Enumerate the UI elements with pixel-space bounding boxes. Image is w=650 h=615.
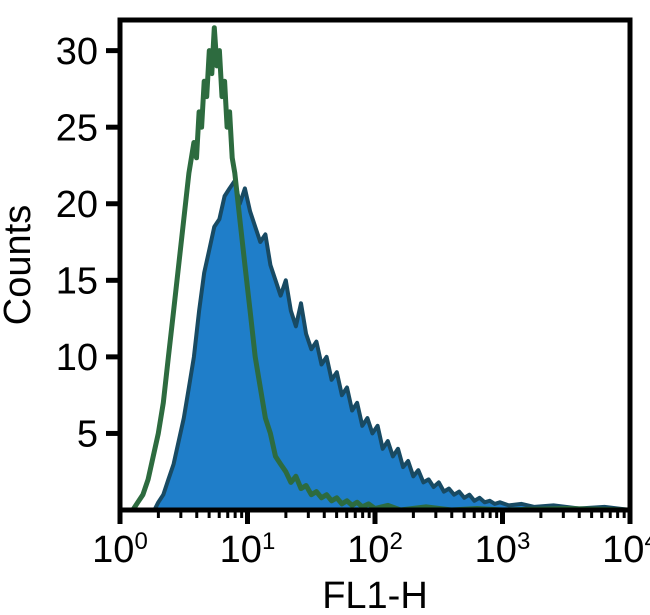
y-tick-label: 30 <box>56 31 98 73</box>
x-tick-label: 104 <box>602 528 650 572</box>
x-tick-label: 103 <box>475 528 531 572</box>
series-filled-fill <box>154 181 630 510</box>
y-tick-label: 10 <box>56 337 98 379</box>
y-tick-label: 20 <box>56 184 98 226</box>
y-axis-label: Counts <box>0 205 39 325</box>
flow-cytometry-chart: 100 101 102 103 104 5 10 15 20 25 30 FL1-H Counts <box>0 0 650 615</box>
y-tick-label: 25 <box>56 107 98 149</box>
x-axis-label: FL1-H <box>322 575 428 615</box>
chart-svg: 100 101 102 103 104 5 10 15 20 25 30 FL1-H Counts <box>0 0 650 615</box>
x-tick-label: 101 <box>220 528 276 572</box>
y-tick-label: 5 <box>77 414 98 456</box>
y-tick-label: 15 <box>56 261 98 303</box>
x-tick-label: 102 <box>347 528 403 572</box>
x-tick-label: 100 <box>92 528 148 572</box>
